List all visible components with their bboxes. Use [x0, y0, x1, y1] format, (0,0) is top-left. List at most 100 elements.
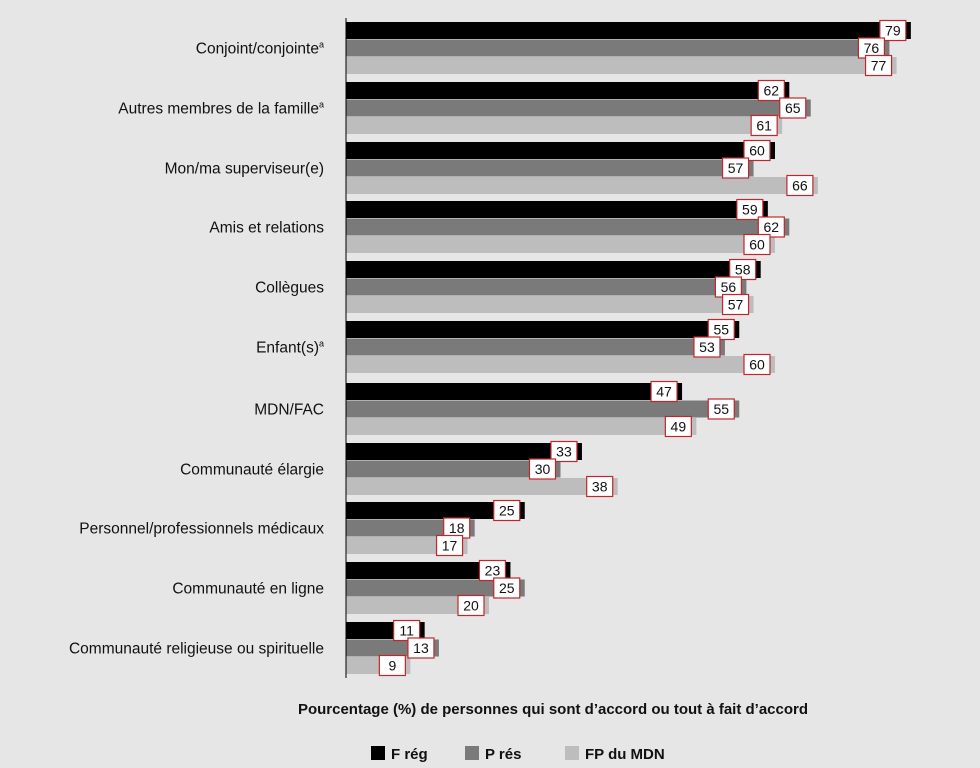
data-label: 57 [728, 160, 744, 176]
x-axis-title: Pourcentage (%) de personnes qui sont d’… [298, 701, 808, 718]
data-label-box [721, 293, 750, 316]
data-label: 58 [735, 262, 751, 278]
data-label: 20 [463, 598, 479, 614]
data-label: 76 [864, 40, 880, 56]
data-label-box [493, 577, 521, 599]
data-label: 66 [792, 178, 808, 194]
data-label-box [736, 198, 764, 221]
data-label: 60 [749, 357, 765, 373]
category-label: Conjoint/conjointea [196, 39, 324, 57]
data-label: 13 [413, 640, 429, 656]
bar [346, 418, 697, 435]
bar [346, 39, 890, 57]
bar [346, 400, 740, 418]
bar [346, 502, 525, 519]
data-label: 57 [728, 297, 744, 313]
data-label-box [707, 318, 735, 341]
bar [346, 519, 475, 537]
bar [346, 57, 897, 74]
data-label-box [650, 380, 678, 403]
bar [346, 142, 775, 159]
bar [346, 321, 740, 338]
data-label: 53 [699, 339, 715, 355]
data-label: 61 [756, 118, 772, 134]
bar [346, 460, 561, 478]
data-label: 9 [388, 658, 396, 674]
bar [346, 383, 683, 400]
category-label: Collègues [255, 279, 324, 296]
data-label-box [864, 54, 893, 77]
category-label: Communauté en ligne [172, 580, 324, 597]
category-label: Communauté religieuse ou spirituelle [69, 640, 324, 657]
data-label: 79 [885, 23, 901, 39]
category-label: Personnel/professionnels médicaux [79, 520, 324, 537]
bar [346, 201, 768, 218]
bar [346, 562, 511, 579]
legend-swatch [465, 746, 479, 760]
data-label-box [378, 654, 406, 677]
legend-label: P rés [485, 746, 521, 763]
data-label: 62 [764, 219, 780, 235]
category-label: Amis et relations [209, 219, 324, 236]
bar [346, 338, 725, 356]
legend-swatch [371, 746, 385, 760]
data-label-box [721, 157, 750, 179]
category-label: Mon/ma superviseur(e) [165, 160, 324, 177]
data-label: 55 [713, 322, 729, 338]
data-label-box [743, 233, 771, 256]
legend-label: FP du MDN [585, 746, 665, 763]
data-label: 47 [656, 384, 672, 400]
bar [346, 177, 818, 194]
data-label: 55 [713, 401, 729, 417]
data-label-box [786, 174, 814, 197]
legend-label: F rég [391, 746, 428, 763]
data-label: 23 [485, 563, 501, 579]
bar [346, 99, 811, 117]
data-label: 17 [442, 538, 458, 554]
data-label-box [779, 97, 807, 119]
data-label: 60 [749, 237, 765, 253]
data-label: 62 [764, 83, 780, 99]
data-label: 33 [556, 444, 572, 460]
data-label: 30 [535, 461, 551, 477]
data-label-box [757, 216, 785, 238]
bar [346, 443, 582, 460]
bar [346, 261, 761, 278]
bar [346, 356, 775, 373]
data-label: 25 [499, 580, 515, 596]
data-label: 11 [399, 623, 414, 639]
bar [346, 82, 790, 99]
data-label-box [393, 619, 421, 642]
data-label: 60 [749, 143, 765, 159]
data-label-box [750, 114, 778, 137]
data-label: 65 [785, 100, 801, 116]
category-label: MDN/FAC [254, 401, 324, 418]
bar [346, 22, 911, 39]
data-label-box [693, 336, 721, 358]
legend-swatch [565, 746, 579, 760]
bar [346, 278, 747, 296]
bar [346, 117, 783, 134]
data-label-box [879, 19, 907, 42]
bar [346, 579, 525, 597]
bar [346, 597, 489, 614]
data-label-box [493, 499, 521, 522]
data-label: 25 [499, 503, 515, 519]
data-label-box [435, 534, 464, 557]
bar [346, 159, 754, 177]
data-label-box [743, 139, 771, 162]
data-label-box [528, 458, 557, 480]
category-label: Communauté élargie [180, 461, 324, 478]
data-label-box [707, 398, 735, 420]
data-label-box [407, 637, 435, 659]
data-label-box [664, 415, 692, 438]
data-label-box [729, 258, 757, 281]
data-label-box [586, 475, 614, 498]
data-label: 38 [592, 479, 608, 495]
category-label: Enfant(s)a [256, 338, 324, 356]
data-label: 56 [721, 279, 737, 295]
category-label: Autres membres de la famillea [118, 99, 324, 117]
bar [346, 296, 754, 313]
bar [346, 236, 775, 253]
